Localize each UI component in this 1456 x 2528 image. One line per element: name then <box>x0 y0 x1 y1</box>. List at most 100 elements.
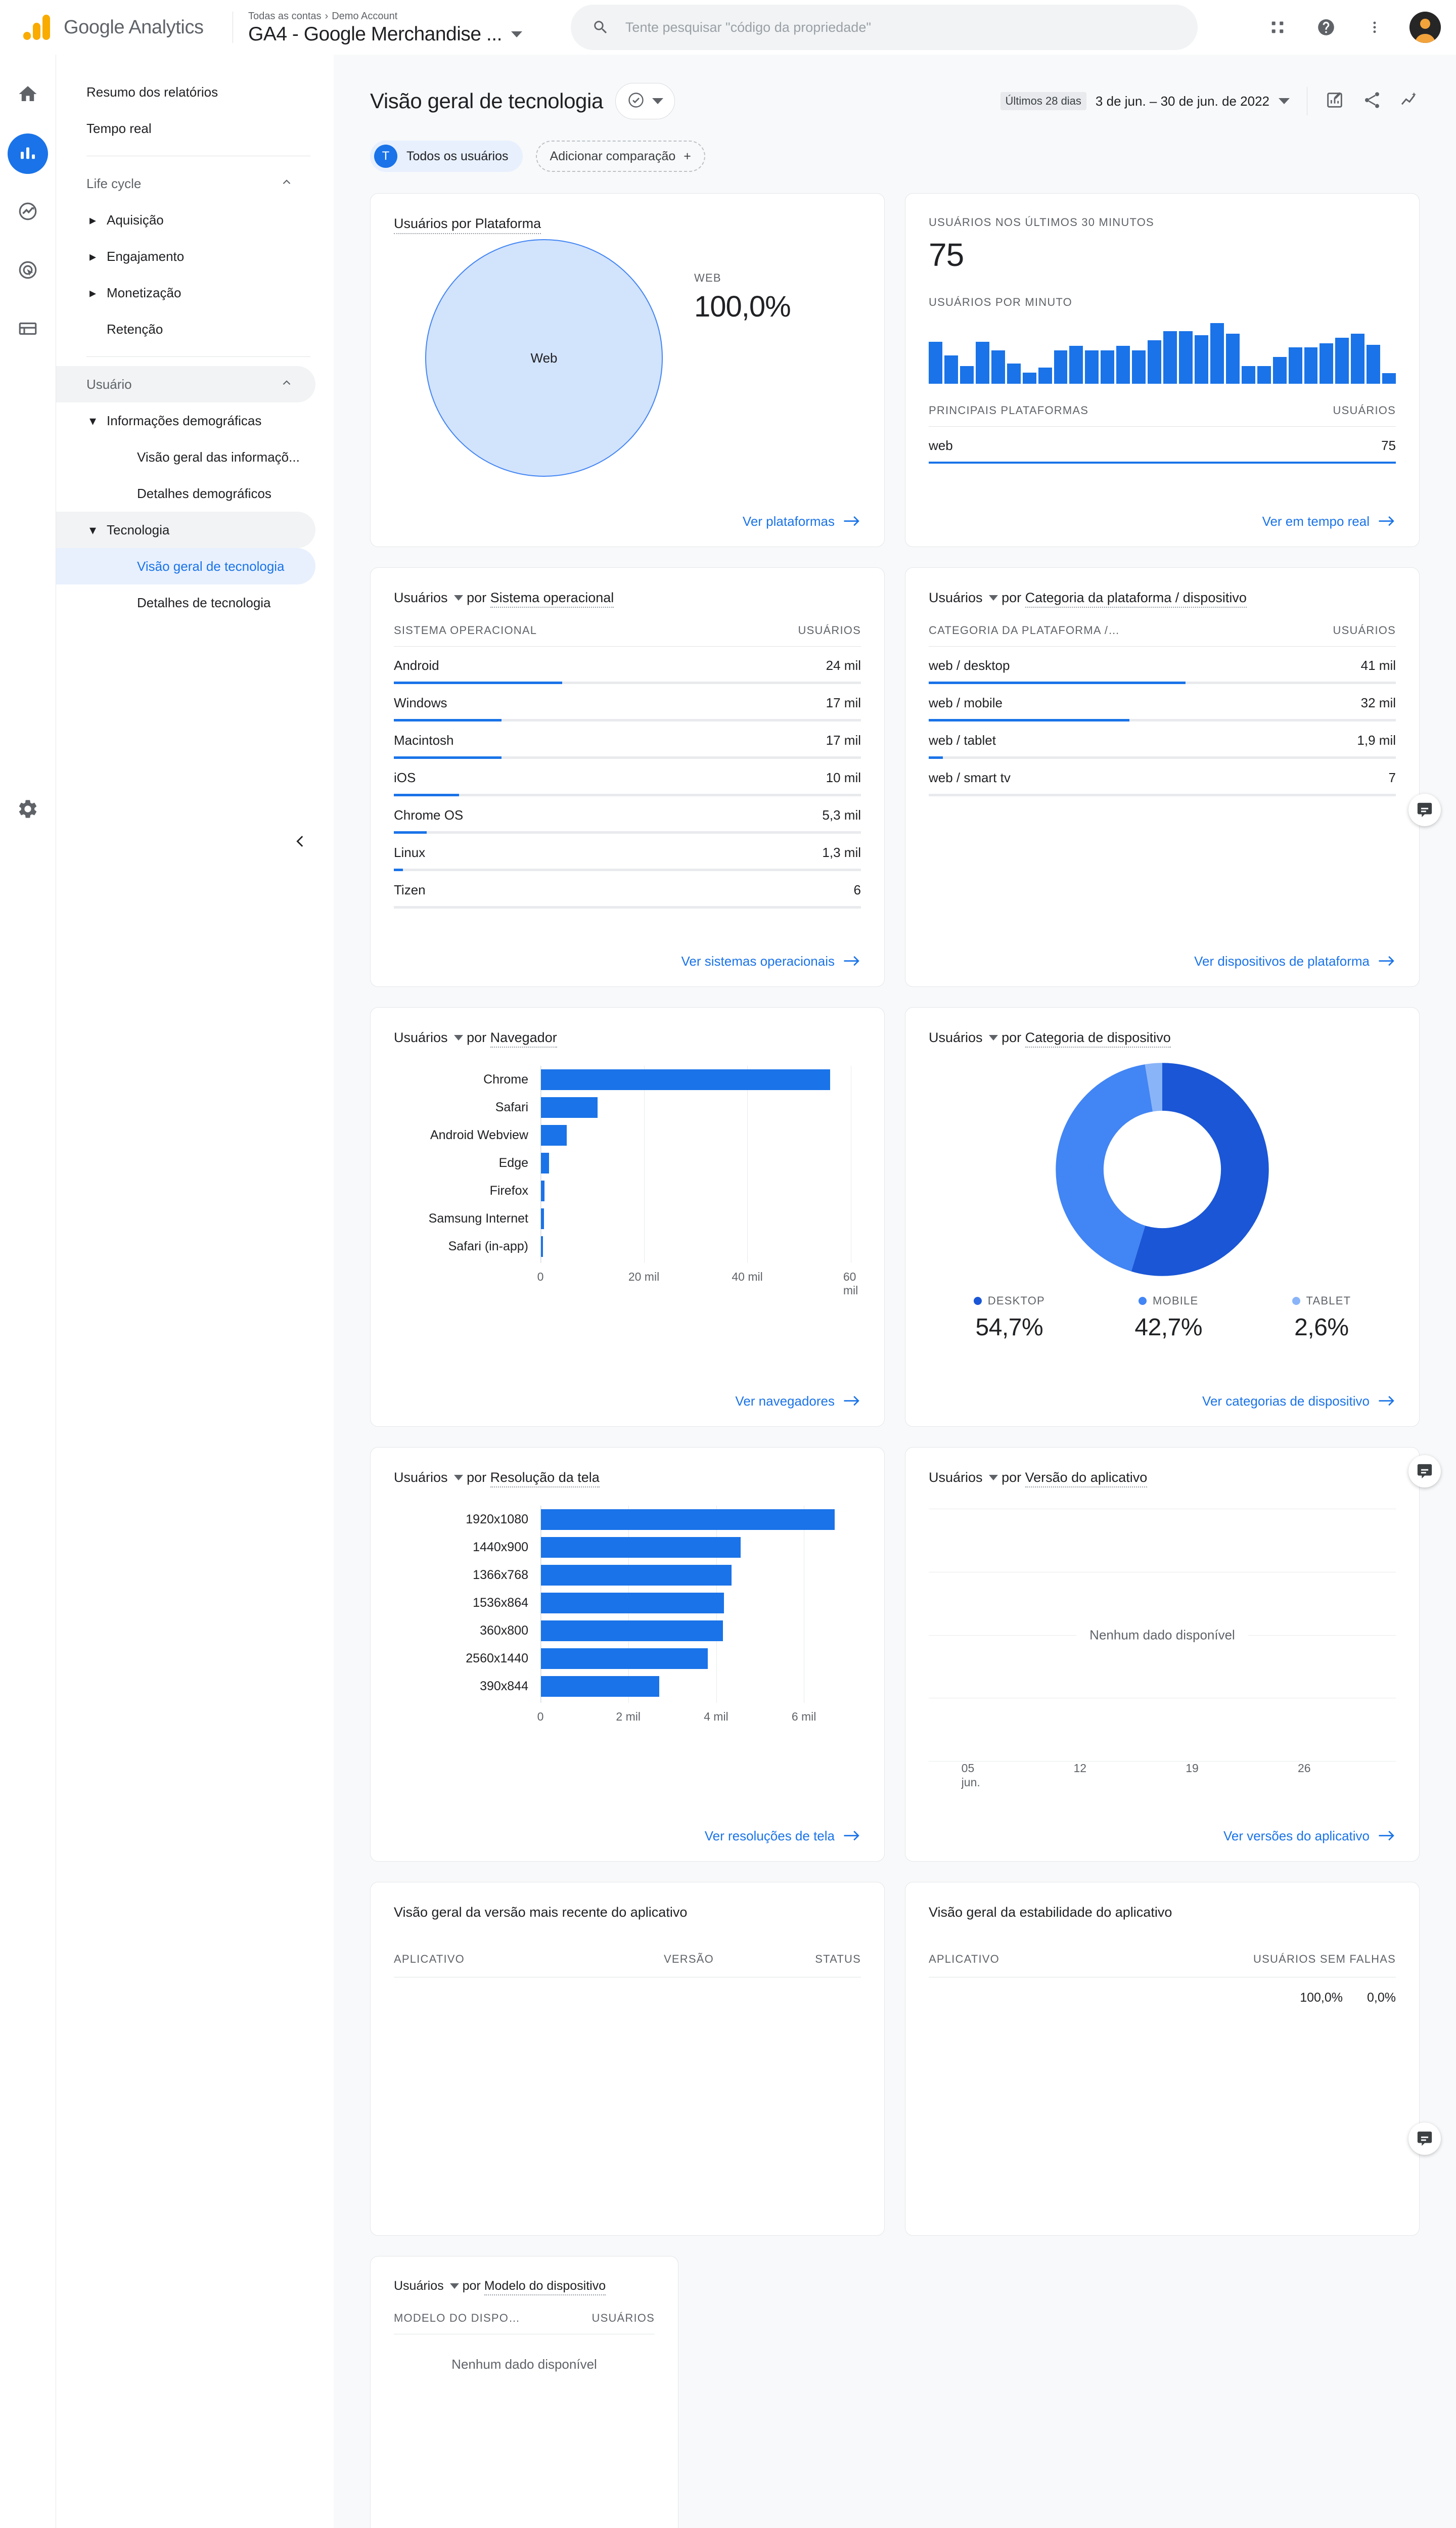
date-range-picker[interactable]: Últimos 28 dias 3 de jun. – 30 de jun. d… <box>1000 92 1290 110</box>
sidebar-item-aquisicao[interactable]: ▸ Aquisição <box>56 202 315 238</box>
bar[interactable] <box>541 1153 550 1173</box>
metric-selector[interactable]: Usuários <box>929 1030 998 1046</box>
metric-selector[interactable]: Usuários <box>929 1470 998 1485</box>
view-app-versions-link[interactable]: Ver versões do aplicativo <box>1223 1828 1396 1844</box>
apps-grid-icon[interactable] <box>1264 14 1291 41</box>
sidebar-item-demografia-overview[interactable]: Visão geral das informaçõ... <box>56 439 315 475</box>
bar[interactable] <box>541 1181 545 1201</box>
dimension-selector[interactable]: Navegador <box>490 1030 557 1048</box>
chevron-down-icon[interactable] <box>511 31 522 37</box>
feedback-button[interactable] <box>1408 2123 1441 2155</box>
feedback-button[interactable] <box>1408 794 1441 826</box>
collapse-sidebar-button[interactable] <box>286 827 314 855</box>
dimension-selector[interactable]: Sistema operacional <box>490 590 614 608</box>
rail-item-reports[interactable] <box>8 133 48 174</box>
donut-slice[interactable] <box>1145 1063 1163 1112</box>
sidebar-item-engajamento[interactable]: ▸ Engajamento <box>56 238 315 275</box>
metric-selector[interactable]: Usuários <box>394 590 463 606</box>
reports-bar-chart-icon <box>17 142 38 166</box>
donut-slice[interactable] <box>1056 1064 1154 1272</box>
sidebar-group-lifecycle[interactable]: Life cycle <box>56 165 315 202</box>
share-icon[interactable] <box>1362 90 1382 113</box>
dimension-selector[interactable]: Modelo do dispositivo <box>484 2279 606 2295</box>
segment-chip-all-users[interactable]: T Todos os usuários <box>370 141 523 172</box>
bar[interactable] <box>541 1593 724 1613</box>
table-row[interactable]: Tizen 6 <box>394 871 861 909</box>
help-icon[interactable] <box>1312 14 1340 41</box>
rail-item-admin[interactable] <box>17 798 39 823</box>
bar[interactable] <box>541 1097 598 1118</box>
sidebar-item-realtime[interactable]: Tempo real <box>56 110 315 147</box>
table-row[interactable]: Windows 17 mil <box>394 684 861 721</box>
bar[interactable] <box>541 1537 741 1558</box>
view-screen-resolutions-link[interactable]: Ver resoluções de tela <box>705 1828 861 1844</box>
feedback-button[interactable] <box>1408 1455 1441 1487</box>
view-operating-systems-link[interactable]: Ver sistemas operacionais <box>681 954 861 969</box>
more-options-icon[interactable] <box>1361 14 1388 41</box>
view-platform-devices-link[interactable]: Ver dispositivos de plataforma <box>1194 954 1396 969</box>
avatar[interactable] <box>1409 12 1441 43</box>
sidebar-item-monetizacao[interactable]: ▸ Monetização <box>56 275 315 311</box>
dimension-selector[interactable]: Versão do aplicativo <box>1025 1470 1148 1487</box>
sidebar-item-visao-geral-tecnologia[interactable]: Visão geral de tecnologia <box>56 548 315 584</box>
sidebar-item-demografia[interactable]: ▾ Informações demográficas <box>56 402 315 439</box>
bar[interactable] <box>541 1509 835 1530</box>
segment-avatar: T <box>374 145 397 168</box>
table-row[interactable]: web / tablet 1,9 mil <box>929 721 1396 759</box>
bar[interactable] <box>541 1565 732 1586</box>
rail-item-explore[interactable] <box>8 192 48 233</box>
card-title: Usuários por Categoria da plataforma / d… <box>929 590 1396 608</box>
insights-sparkle-icon[interactable] <box>1399 90 1420 113</box>
sidebar-item-tecnologia[interactable]: ▾ Tecnologia <box>56 512 315 548</box>
edit-report-icon[interactable] <box>1325 90 1345 113</box>
view-browsers-link[interactable]: Ver navegadores <box>735 1393 861 1409</box>
bar[interactable] <box>541 1125 567 1146</box>
sidebar-item-detalhes-tecnologia[interactable]: Detalhes de tecnologia <box>56 584 315 621</box>
bar[interactable] <box>541 1069 830 1090</box>
view-device-categories-link[interactable]: Ver categorias de dispositivo <box>1202 1393 1396 1409</box>
google-analytics-logo[interactable]: Google Analytics <box>23 15 231 40</box>
metric-selector[interactable]: Usuários <box>929 590 998 606</box>
realtime-kpi-value: 75 <box>929 237 964 273</box>
sidebar-item-demografia-detalhes[interactable]: Detalhes demográficos <box>56 475 315 512</box>
table-row[interactable]: Chrome OS 5,3 mil <box>394 796 861 834</box>
browser-bar-chart: Chrome Safari Android Webview Edge Firefox Sa… <box>394 1046 861 1297</box>
sidebar-item-retencao[interactable]: Retenção <box>56 311 315 347</box>
pie-slice-web[interactable]: Web <box>425 239 663 477</box>
chevron-down-icon <box>449 2283 459 2289</box>
sidebar-item-reports-snapshot[interactable]: Resumo dos relatórios <box>56 74 315 110</box>
view-realtime-link[interactable]: Ver em tempo real <box>1262 514 1396 529</box>
rail-item-home[interactable] <box>8 75 48 115</box>
table-row[interactable]: Android 24 mil <box>394 647 861 684</box>
insights-button[interactable] <box>615 83 675 119</box>
rail-item-advertising[interactable] <box>8 251 48 291</box>
sidebar-group-user[interactable]: Usuário <box>56 366 315 402</box>
global-search[interactable] <box>570 5 1198 50</box>
view-platforms-link[interactable]: Ver plataformas <box>743 514 861 529</box>
table-row[interactable]: web 75 <box>929 427 1396 464</box>
property-selector[interactable]: Todas as contas › Demo Account GA4 - Googl… <box>248 9 522 46</box>
table-row[interactable]: web / mobile 32 mil <box>929 684 1396 721</box>
table-row[interactable]: Linux 1,3 mil <box>394 834 861 871</box>
dimension-selector[interactable]: Categoria da plataforma / dispositivo <box>1025 590 1247 608</box>
metric-selector[interactable]: Usuários <box>394 1030 463 1046</box>
card-users-by-app-version: Usuários por Versão do aplicativo Nenhum… <box>905 1447 1420 1862</box>
bar[interactable] <box>541 1208 544 1229</box>
bar[interactable] <box>541 1676 660 1697</box>
bar[interactable] <box>541 1648 708 1669</box>
metric-selector[interactable]: Usuários <box>394 1470 463 1485</box>
table-row[interactable]: iOS 10 mil <box>394 759 861 796</box>
donut-slice[interactable] <box>1131 1063 1269 1276</box>
rail-item-configure[interactable] <box>8 309 48 350</box>
metric-selector[interactable]: Usuários <box>394 2279 459 2293</box>
table-row[interactable]: web / smart tv 7 <box>929 759 1396 796</box>
bar[interactable] <box>541 1236 543 1257</box>
sparkline-bar <box>1367 345 1381 384</box>
search-input[interactable] <box>625 19 1176 35</box>
table-row[interactable]: Macintosh 17 mil <box>394 721 861 759</box>
table-row[interactable]: web / desktop 41 mil <box>929 647 1396 684</box>
add-comparison-button[interactable]: Adicionar comparação + <box>535 141 705 172</box>
dimension-selector[interactable]: Categoria de dispositivo <box>1025 1030 1171 1048</box>
bar[interactable] <box>541 1620 723 1641</box>
dimension-selector[interactable]: Resolução da tela <box>490 1470 600 1487</box>
